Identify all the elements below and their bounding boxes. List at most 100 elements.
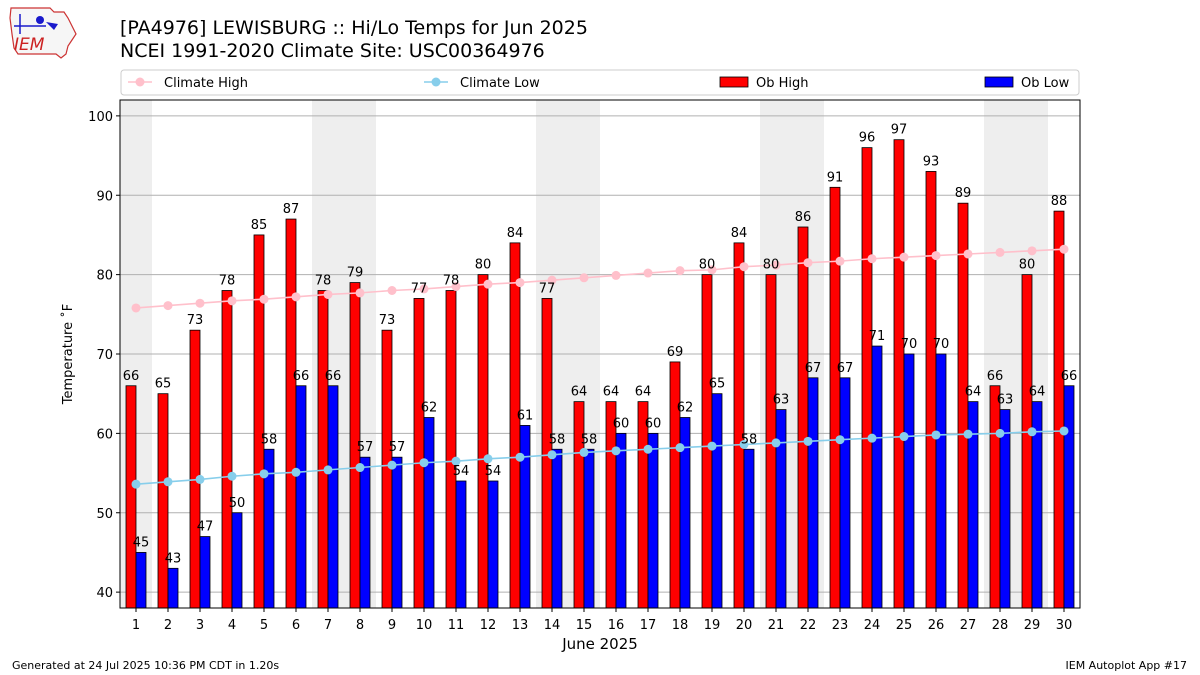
x-tick-label: 26 <box>928 618 945 633</box>
bar-labels: 66 45 65 43 73 47 78 50 85 58 87 66 78 66 79 57 73 57 77 62… <box>123 123 1078 567</box>
y-tick-label: 100 <box>88 110 113 125</box>
climate-high-point <box>291 292 301 302</box>
ob-high-bar <box>925 171 937 609</box>
ob-low-label: 70 <box>901 337 918 352</box>
ob-high-label: 84 <box>731 226 748 241</box>
x-tick-label: 14 <box>544 618 561 633</box>
ob-high-bar <box>477 274 489 609</box>
climate-lines <box>131 244 1069 489</box>
ob-high-label: 91 <box>827 170 844 185</box>
ob-low-label: 47 <box>197 520 214 535</box>
ob-low-label: 57 <box>357 440 374 455</box>
climate-low-point <box>835 435 845 445</box>
ob-high-label: 64 <box>571 385 588 400</box>
ob-low-label: 58 <box>741 432 758 447</box>
ob-high-label: 79 <box>347 266 364 281</box>
y-axis-ticks: 40 50 60 70 80 90 100 <box>88 110 120 601</box>
logo-text: IEM <box>14 35 45 55</box>
climate-low-point <box>739 439 749 449</box>
ob-low-label: 64 <box>965 385 982 400</box>
ob-high-bar <box>189 329 201 609</box>
ob-high-label: 69 <box>667 345 684 360</box>
climate-low-point <box>899 432 909 442</box>
iem-logo: IEM <box>9 7 77 59</box>
ob-high-label: 66 <box>987 369 1004 384</box>
x-tick-label: 4 <box>228 618 236 633</box>
ob-high-label: 88 <box>1051 194 1068 209</box>
ob-low-label: 58 <box>549 432 566 447</box>
climate-low-point <box>515 452 525 462</box>
ob-low-bar <box>999 409 1011 609</box>
ob-high-bar <box>221 290 233 609</box>
app-id: IEM Autoplot App #17 <box>1065 659 1188 672</box>
ob-high-bar <box>733 242 745 609</box>
ob-low-label: 54 <box>485 464 502 479</box>
ob-low-label: 63 <box>997 393 1014 408</box>
ob-high-label: 84 <box>507 226 524 241</box>
climate-low-point <box>995 428 1005 438</box>
climate-low-point <box>451 456 461 466</box>
ob-low-bar <box>487 480 499 609</box>
ob-high-label: 89 <box>955 186 972 201</box>
ob-high-label: 77 <box>411 281 428 296</box>
climate-low-point <box>1059 426 1069 436</box>
climate-high-point <box>547 275 557 285</box>
climate-high-point <box>707 265 717 275</box>
ob-high-label: 73 <box>187 313 204 328</box>
climate-low-point <box>259 469 269 479</box>
x-tick-label: 24 <box>864 618 881 633</box>
ob-high-bar <box>509 242 521 609</box>
climate-low-point <box>131 479 141 489</box>
climate-high-point <box>771 260 781 270</box>
x-tick-label: 5 <box>260 618 268 633</box>
climate-low-point <box>611 446 621 456</box>
ob-low-label: 60 <box>645 416 662 431</box>
ob-high-bar <box>989 385 1001 609</box>
climate-low-line <box>135 430 1065 485</box>
climate-low-point <box>227 471 237 481</box>
ob-low-label: 61 <box>517 408 534 423</box>
ob-high-bar <box>701 274 713 609</box>
ob-low-bar <box>935 353 947 609</box>
ob-low-bar <box>327 385 339 609</box>
ob-high-bar <box>1053 210 1065 609</box>
climate-high-point <box>803 258 813 268</box>
climate-high-point <box>835 256 845 266</box>
ob-high-bar <box>125 385 137 609</box>
ob-high-bar <box>669 361 681 609</box>
x-tick-label: 27 <box>960 618 977 633</box>
ob-low-label: 58 <box>581 432 598 447</box>
x-tick-label: 29 <box>1024 618 1041 633</box>
climate-high-point <box>899 252 909 262</box>
x-tick-label: 9 <box>388 618 396 633</box>
x-tick-label: 16 <box>608 618 625 633</box>
ob-high-label: 80 <box>763 258 780 273</box>
climate-low-point <box>483 454 493 464</box>
climate-high-point <box>323 289 333 299</box>
x-tick-label: 7 <box>324 618 332 633</box>
bars <box>125 139 1075 609</box>
ob-high-bar <box>957 202 969 609</box>
climate-high-point <box>739 262 749 272</box>
climate-high-point <box>643 268 653 278</box>
ob-high-bar <box>637 401 649 609</box>
x-tick-label: 2 <box>164 618 172 633</box>
climate-low-point <box>643 444 653 454</box>
climate-high-point <box>579 273 589 283</box>
ob-high-bar <box>317 290 329 609</box>
climate-low-point <box>675 443 685 453</box>
climate-low-point <box>707 441 717 451</box>
x-axis-label: June 2025 <box>561 635 638 653</box>
ob-low-bar <box>519 425 531 609</box>
ob-high-label: 64 <box>635 385 652 400</box>
x-tick-label: 20 <box>736 618 753 633</box>
ob-low-bar <box>167 567 179 609</box>
ob-low-label: 66 <box>1061 369 1078 384</box>
ob-low-label: 65 <box>709 377 726 392</box>
climate-low-point <box>931 430 941 440</box>
ob-high-label: 77 <box>539 281 556 296</box>
ob-high-label: 93 <box>923 154 940 169</box>
climate-high-point <box>451 282 461 292</box>
legend-climate-low-label: Climate Low <box>460 76 540 91</box>
climate-low-point <box>355 463 365 473</box>
